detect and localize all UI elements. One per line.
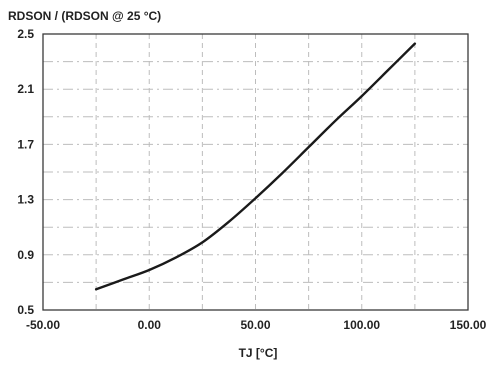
y-tick-label: 1.3: [17, 193, 34, 207]
y-tick-label: 0.5: [17, 303, 34, 317]
plot-frame: [42, 33, 469, 311]
series-line: [94, 42, 417, 291]
x-tick-labels: -50.00 0.00 50.00 100.00 150.00: [26, 318, 487, 332]
x-tick-label: 0.00: [138, 318, 162, 332]
y-tick-label: 2.1: [17, 82, 34, 96]
x-tick-label: 150.00: [450, 318, 487, 332]
x-tick-label: 50.00: [240, 318, 270, 332]
x-tick-label: 100.00: [343, 318, 380, 332]
x-axis-title: TJ [°C]: [239, 346, 278, 360]
y-tick-label: 0.9: [17, 248, 34, 262]
x-tick-label: -50.00: [26, 318, 60, 332]
y-tick-labels: 0.5 0.9 1.3 1.7 2.1 2.5: [17, 27, 34, 317]
y-tick-label: 2.5: [17, 27, 34, 41]
grid: [43, 34, 468, 310]
series-layer: [94, 42, 417, 291]
y-axis-title: RDSON / (RDSON @ 25 °C): [8, 9, 161, 23]
y-tick-label: 1.7: [17, 137, 34, 151]
